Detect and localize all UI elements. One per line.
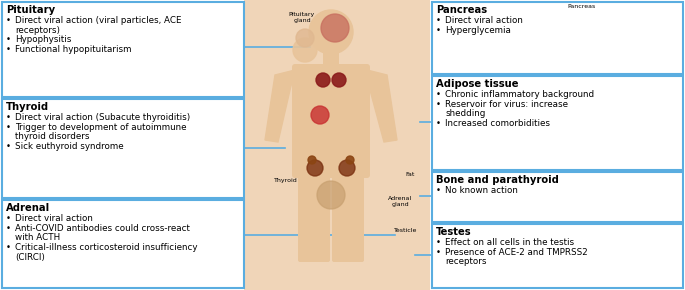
Text: thyroid disorders: thyroid disorders (15, 132, 90, 141)
Text: •: • (436, 99, 441, 108)
Text: •: • (6, 142, 11, 151)
Text: Pancreas: Pancreas (568, 4, 596, 9)
Circle shape (332, 73, 346, 87)
Circle shape (316, 73, 330, 87)
Text: •: • (436, 26, 441, 35)
Text: •: • (436, 186, 441, 195)
FancyBboxPatch shape (2, 200, 244, 288)
Text: •: • (6, 214, 11, 223)
Text: •: • (6, 45, 11, 54)
Text: Adrenal
gland: Adrenal gland (388, 196, 412, 207)
FancyBboxPatch shape (432, 2, 683, 74)
Circle shape (308, 156, 316, 164)
Text: Sick euthyroid syndrome: Sick euthyroid syndrome (15, 142, 123, 151)
Text: Reservoir for virus: increase: Reservoir for virus: increase (445, 99, 568, 108)
Polygon shape (265, 70, 295, 142)
Text: •: • (436, 248, 441, 257)
Text: Direct viral action (viral particles, ACE: Direct viral action (viral particles, AC… (15, 16, 182, 25)
Text: Presence of ACE-2 and TMPRSS2: Presence of ACE-2 and TMPRSS2 (445, 248, 588, 257)
Text: Direct viral action (Subacute thyroiditis): Direct viral action (Subacute thyroiditi… (15, 113, 190, 122)
Text: shedding: shedding (445, 109, 486, 118)
FancyBboxPatch shape (432, 224, 683, 288)
Text: Hypophysitis: Hypophysitis (15, 35, 71, 44)
Text: •: • (6, 224, 11, 233)
FancyBboxPatch shape (332, 173, 364, 262)
Text: •: • (436, 90, 441, 99)
Text: Thyroid: Thyroid (274, 178, 298, 183)
Text: receptors: receptors (445, 257, 486, 266)
FancyBboxPatch shape (2, 99, 244, 198)
Text: Adipose tissue: Adipose tissue (436, 79, 519, 89)
Text: Fat: Fat (406, 172, 414, 177)
Text: Effect on all cells in the testis: Effect on all cells in the testis (445, 238, 574, 247)
Text: •: • (6, 243, 11, 252)
Text: •: • (436, 119, 441, 128)
Text: •: • (6, 35, 11, 44)
Text: Direct viral action: Direct viral action (15, 214, 93, 223)
Text: Adrenal: Adrenal (6, 203, 50, 213)
Text: Pituitary
gland: Pituitary gland (289, 12, 315, 23)
Text: Direct viral action: Direct viral action (445, 16, 523, 25)
Text: Pancreas: Pancreas (436, 5, 487, 15)
Text: •: • (6, 113, 11, 122)
Text: Chronic inflammatory background: Chronic inflammatory background (445, 90, 594, 99)
Text: with ACTH: with ACTH (15, 233, 60, 242)
Circle shape (309, 10, 353, 54)
Circle shape (311, 106, 329, 124)
Circle shape (346, 156, 354, 164)
FancyBboxPatch shape (292, 64, 370, 178)
Circle shape (293, 38, 317, 62)
Circle shape (296, 29, 314, 47)
Text: •: • (436, 16, 441, 25)
FancyBboxPatch shape (432, 76, 683, 170)
Text: Bone and parathyroid: Bone and parathyroid (436, 175, 559, 185)
Text: •: • (6, 16, 11, 25)
Circle shape (321, 14, 349, 42)
Text: Functional hypopituitarism: Functional hypopituitarism (15, 45, 132, 54)
Text: Testes: Testes (436, 227, 472, 237)
Text: Trigger to development of autoimmune: Trigger to development of autoimmune (15, 123, 186, 132)
Text: Hyperglycemia: Hyperglycemia (445, 26, 511, 35)
Text: •: • (436, 238, 441, 247)
Text: Thyroid: Thyroid (6, 102, 49, 112)
Text: •: • (6, 123, 11, 132)
Text: Testicle: Testicle (395, 228, 418, 233)
Text: No known action: No known action (445, 186, 518, 195)
Polygon shape (367, 70, 397, 142)
Circle shape (339, 160, 355, 176)
FancyBboxPatch shape (323, 53, 339, 67)
Text: Critical-illness corticosteroid insufficiency: Critical-illness corticosteroid insuffic… (15, 243, 197, 252)
Circle shape (317, 181, 345, 209)
Text: receptors): receptors) (15, 26, 60, 35)
FancyBboxPatch shape (432, 172, 683, 222)
FancyBboxPatch shape (2, 2, 244, 97)
Circle shape (307, 160, 323, 176)
Text: (CIRCI): (CIRCI) (15, 253, 45, 262)
FancyBboxPatch shape (244, 0, 430, 290)
FancyBboxPatch shape (298, 173, 330, 262)
Text: Pituitary: Pituitary (6, 5, 55, 15)
Text: Increased comorbidities: Increased comorbidities (445, 119, 550, 128)
Text: Anti-COVID antibodies could cross-react: Anti-COVID antibodies could cross-react (15, 224, 190, 233)
